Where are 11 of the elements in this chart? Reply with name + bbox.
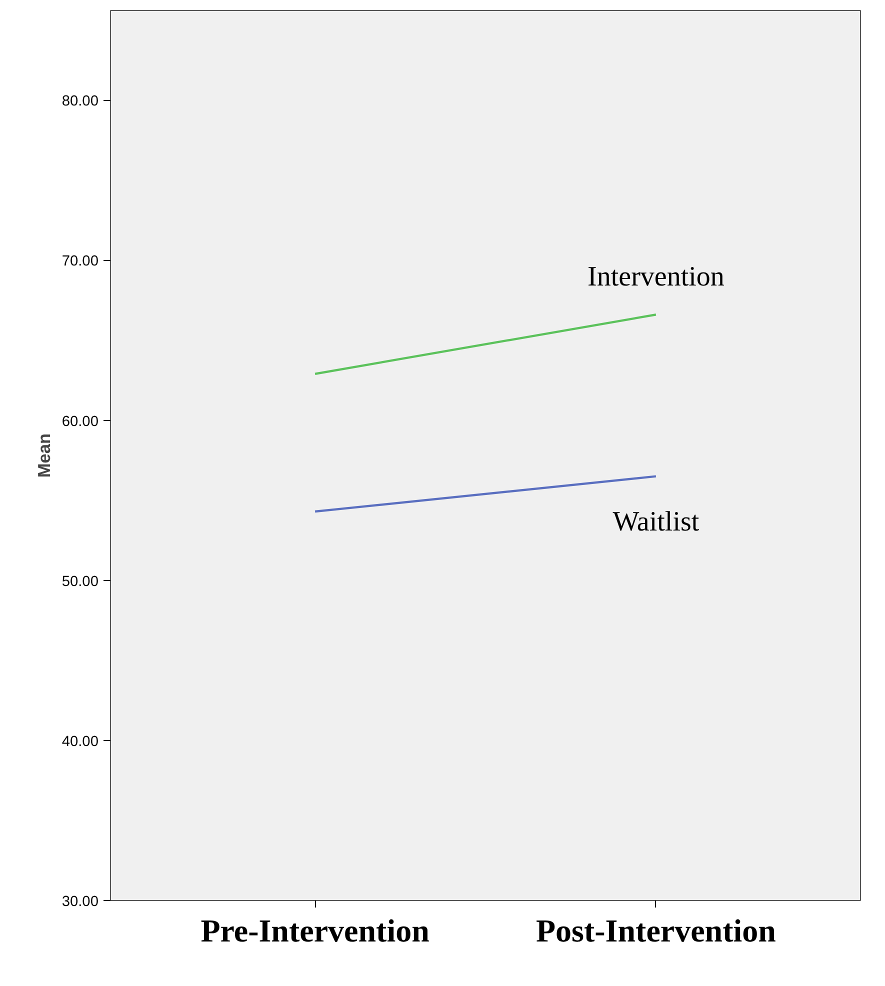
y-tick-label: 50.00 <box>62 574 99 590</box>
y-tick-label: 70.00 <box>62 254 99 270</box>
series-label: Waitlist <box>612 506 700 538</box>
y-axis-title: Mean <box>34 433 54 478</box>
y-tick-label: 80.00 <box>62 94 99 110</box>
y-tick-label: 30.00 <box>62 894 99 910</box>
x-tick-label: Post-Intervention <box>536 912 776 948</box>
x-tick-label: Pre-Intervention <box>200 912 430 948</box>
y-tick-label: 40.00 <box>62 734 99 750</box>
y-tick-label: 60.00 <box>62 414 99 430</box>
series-label: Intervention <box>588 262 724 293</box>
